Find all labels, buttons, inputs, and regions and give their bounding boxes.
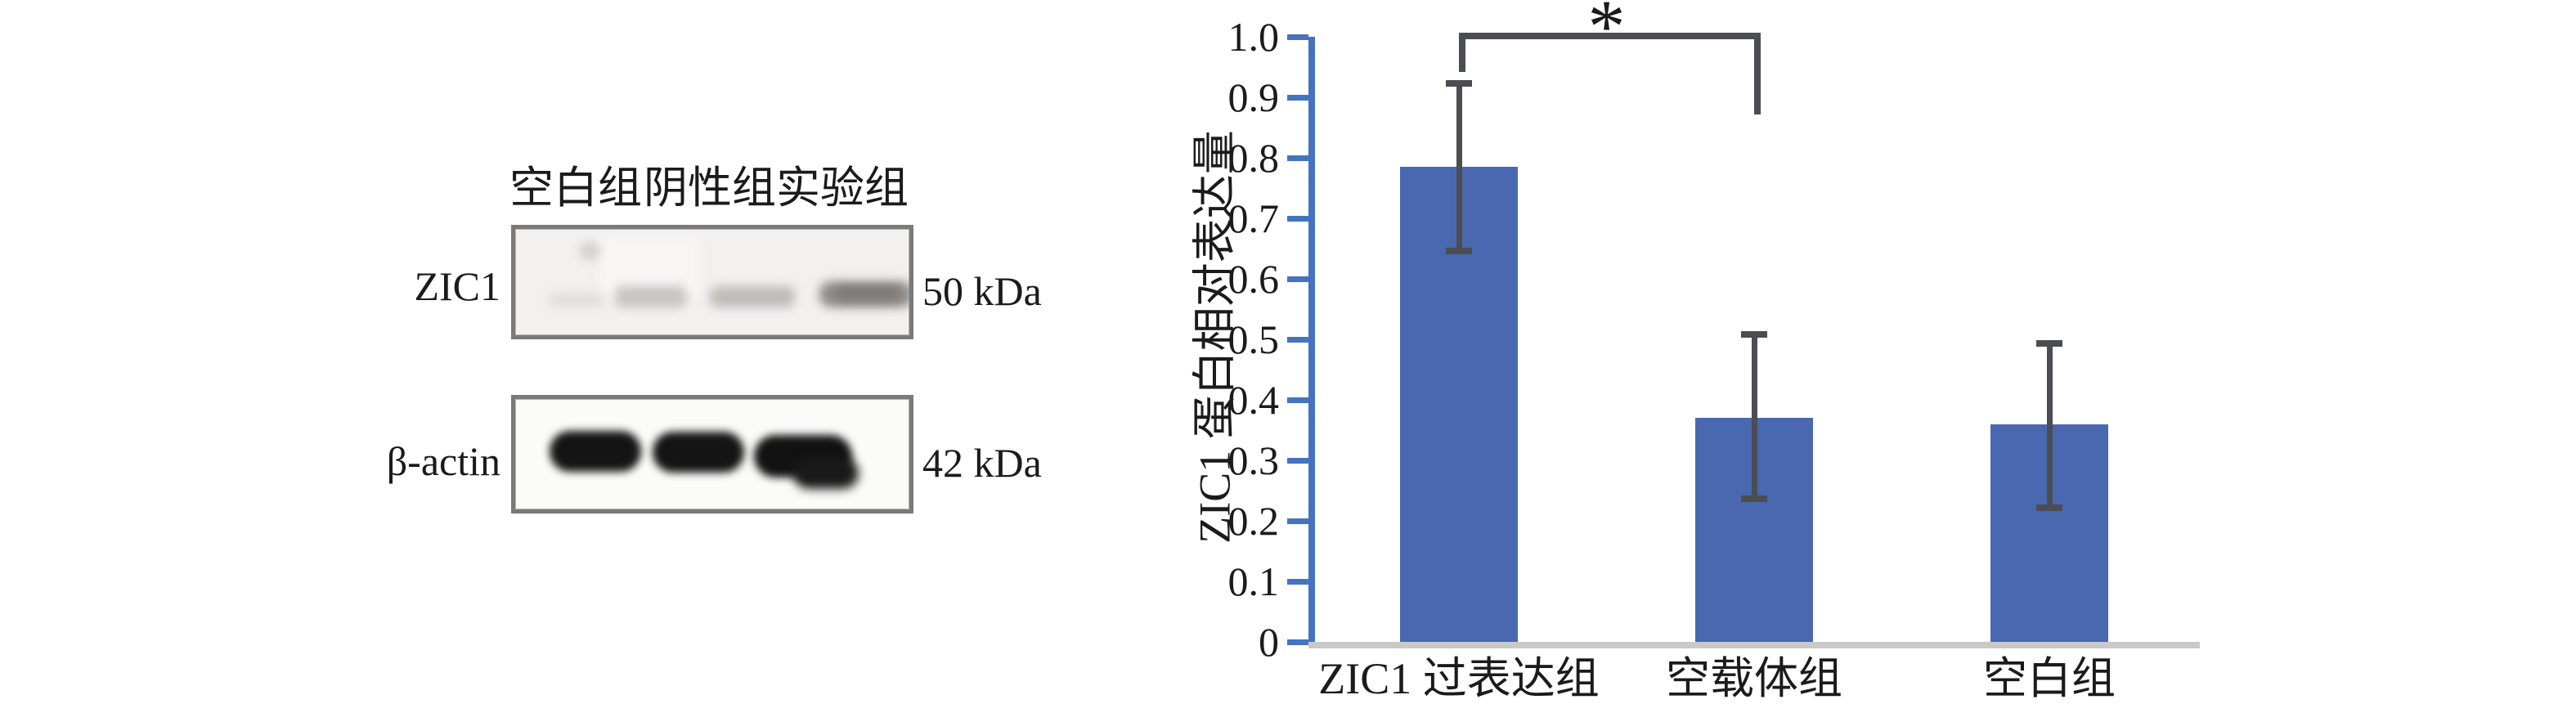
actin-band-lane2 [653, 432, 744, 473]
error-bar-cap-top [1446, 79, 1472, 87]
protein-label-zic1: ZIC1 [414, 263, 500, 309]
significance-bracket-top [1459, 33, 1761, 39]
category-label: 空白组 [1983, 654, 2116, 703]
y-tick [1287, 458, 1308, 464]
y-tick [1287, 639, 1308, 645]
error-bar-line [1456, 82, 1462, 252]
error-bar-cap-bottom [1741, 496, 1767, 503]
y-tick [1287, 155, 1308, 161]
zic1-band-lane2-light [615, 286, 687, 307]
category-label: 空载体组 [1666, 654, 1842, 703]
y-tick-label: 0.5 [1227, 316, 1280, 362]
y-tick-label: 0.2 [1227, 498, 1280, 544]
weight-label-42kda: 42 kDa [922, 440, 1042, 486]
y-tick-label: 0.6 [1227, 256, 1280, 302]
zic1-band-dark-core [836, 286, 900, 301]
zic1-band-lane3-light [710, 286, 795, 307]
blot-image-beta-actin [511, 395, 913, 513]
error-bar-cap-top [2036, 339, 2062, 347]
significance-asterisk: * [1587, 0, 1626, 68]
y-tick [1287, 518, 1308, 524]
actin-band-lane3-bulge [793, 458, 859, 489]
significance-bracket-right-leg [1754, 33, 1761, 114]
category-label: ZIC1 过表达组 [1318, 654, 1600, 703]
y-tick-label: 0.9 [1227, 74, 1280, 120]
significance-bracket-left-leg [1459, 33, 1465, 72]
y-tick [1287, 216, 1308, 222]
y-tick [1287, 276, 1308, 282]
y-tick-label: 0.3 [1227, 437, 1280, 483]
y-tick-label: 1.0 [1227, 14, 1280, 60]
y-tick [1287, 579, 1308, 585]
lane-label-negative: 阴性组 [644, 164, 776, 213]
error-bar-line [1752, 333, 1757, 500]
y-tick-label: 0.8 [1227, 135, 1280, 181]
error-bar-line [2047, 342, 2053, 509]
x-baseline [1308, 642, 2200, 648]
zic1-band-lane1-faint [548, 293, 605, 307]
y-tick-label: 0.1 [1227, 558, 1280, 604]
protein-label-beta-actin: β-actin [386, 438, 500, 484]
error-bar-cap-bottom [1446, 247, 1472, 254]
y-tick [1287, 95, 1308, 101]
y-axis-line [1308, 37, 1315, 648]
blot-artifact-spot [579, 241, 600, 261]
blot-image-zic1 [511, 225, 913, 339]
lane-label-blank: 空白组 [509, 164, 642, 213]
y-tick-label: 0 [1259, 619, 1279, 665]
lane-label-experimental: 实验组 [776, 164, 909, 213]
y-tick-label: 0.7 [1227, 195, 1280, 241]
error-bar-cap-top [1741, 330, 1767, 338]
y-tick [1287, 337, 1308, 343]
y-tick [1287, 34, 1308, 40]
y-tick [1287, 397, 1308, 403]
weight-label-50kda: 50 kDa [922, 268, 1042, 314]
y-tick-label: 0.4 [1227, 377, 1280, 423]
actin-band-lane1 [550, 431, 641, 472]
error-bar-cap-bottom [2036, 504, 2062, 512]
